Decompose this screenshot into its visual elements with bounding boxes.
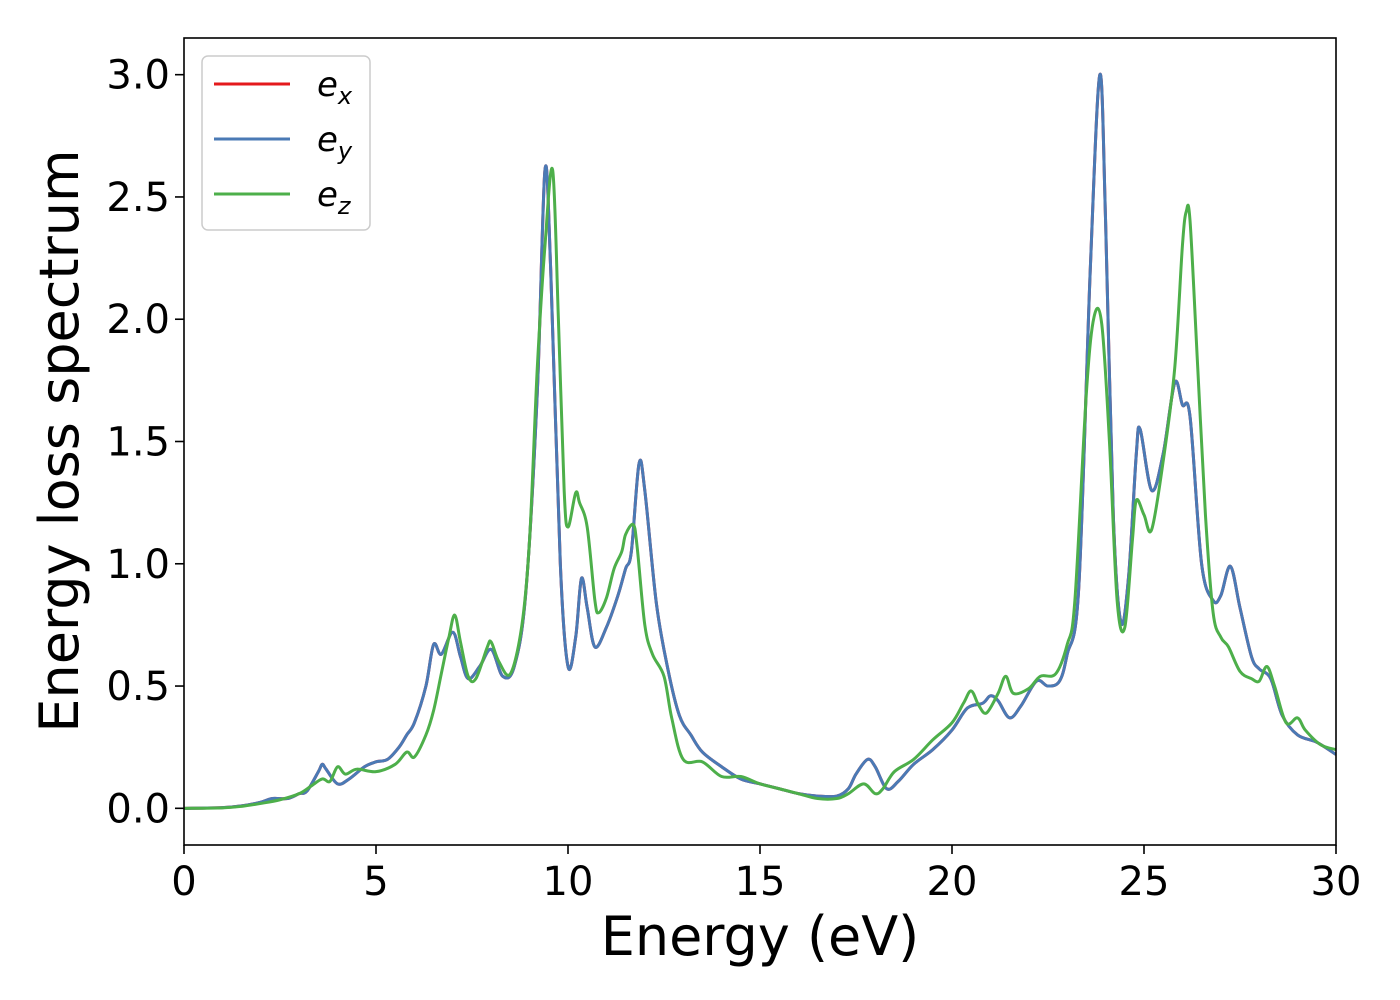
legend-label-z: ez: [317, 175, 352, 220]
x-axis-title: Energy (eV): [601, 905, 920, 968]
x-tick-label: 5: [363, 859, 388, 905]
y-tick-label: 2.5: [106, 175, 170, 221]
y-tick-label: 3.0: [106, 53, 170, 99]
legend-label-x: ex: [317, 65, 353, 110]
y-tick-label: 0.0: [106, 786, 170, 832]
x-tick-label: 0: [171, 859, 196, 905]
series-layer: [184, 72, 1336, 810]
legend-label-y: ey: [317, 120, 353, 165]
y-axis: 0.0 0.5 1.0 1.5 2.0 2.5 3.0: [106, 53, 184, 832]
x-tick-label: 20: [927, 859, 978, 905]
legend: ex ey ez: [201, 55, 371, 231]
x-tick-label: 10: [543, 859, 594, 905]
y-tick-label: 1.5: [106, 420, 170, 466]
x-axis: 0 5 10 15 20 25 30: [171, 845, 1361, 905]
series-line-y: [184, 72, 1336, 810]
y-tick-label: 1.0: [106, 542, 170, 588]
x-tick-label: 30: [1311, 859, 1362, 905]
legend-box: [201, 55, 371, 231]
y-tick-label: 2.0: [106, 297, 170, 343]
x-tick-label: 15: [735, 859, 786, 905]
series-line-z: [184, 166, 1336, 810]
y-tick-label: 0.5: [106, 664, 170, 710]
y-axis-title: Energy loss spectrum: [28, 149, 91, 732]
x-tick-label: 25: [1119, 859, 1170, 905]
